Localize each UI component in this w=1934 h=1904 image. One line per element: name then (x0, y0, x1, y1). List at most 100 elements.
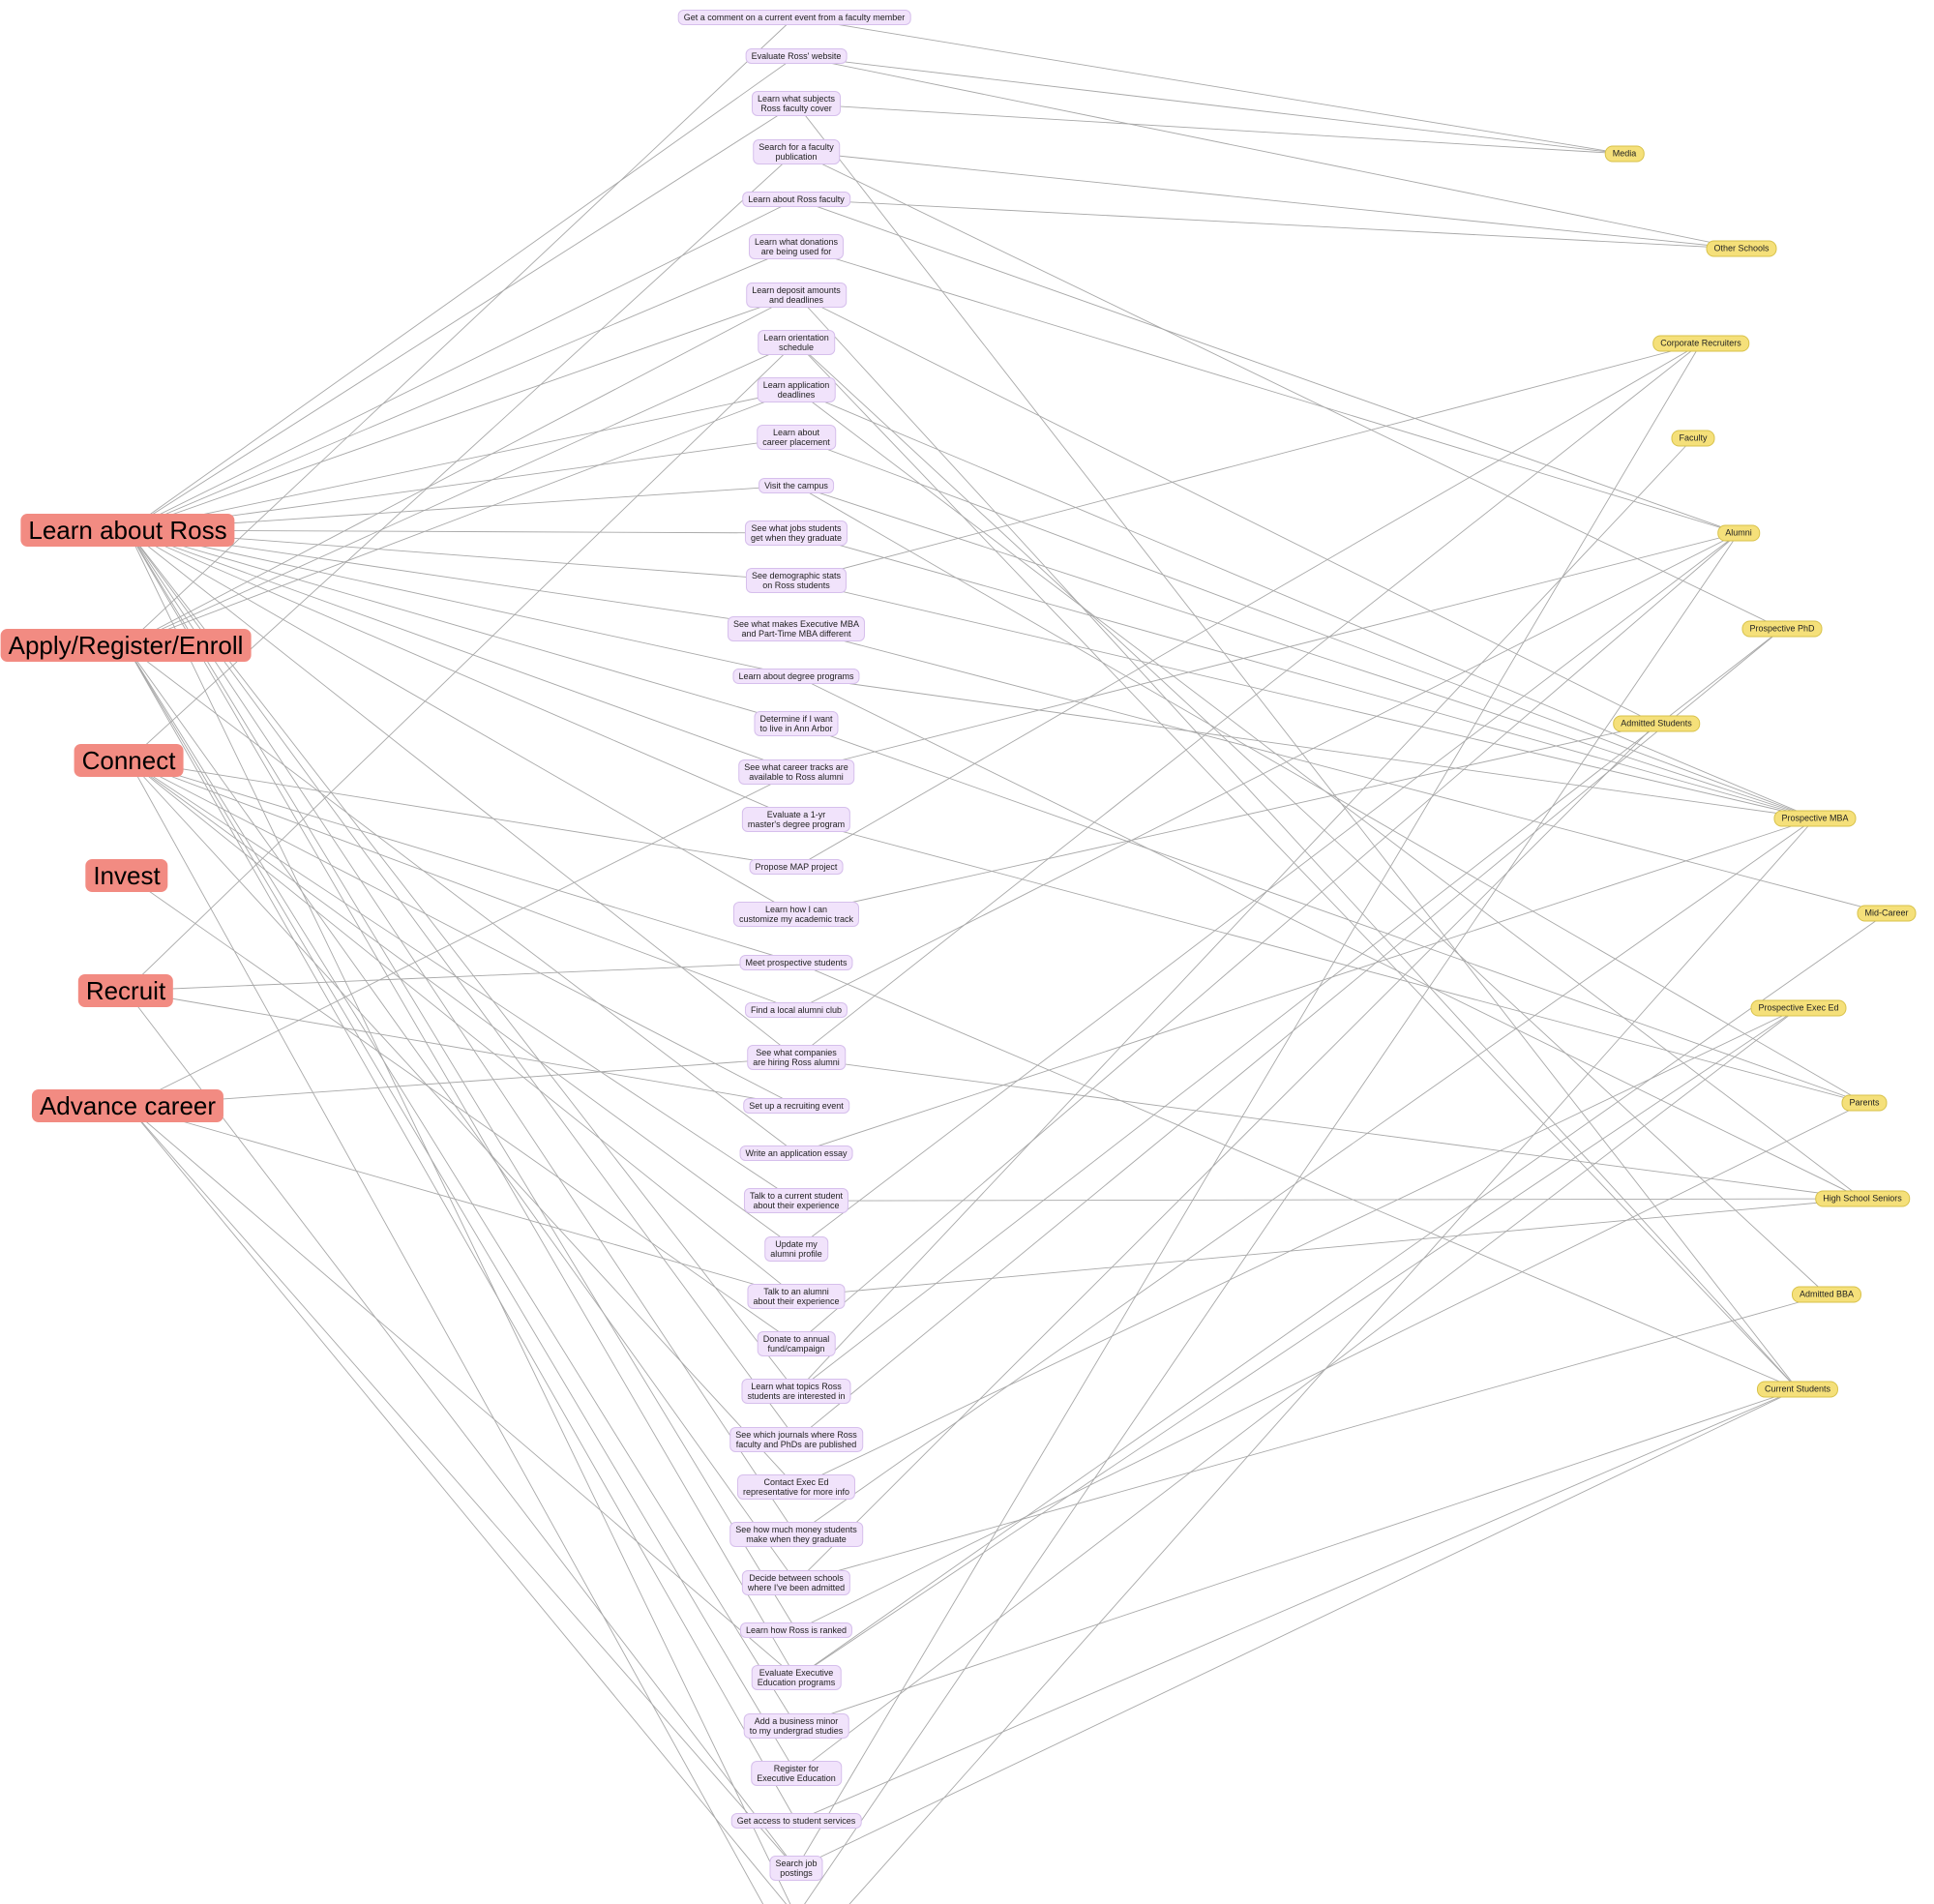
task-label-line: are hiring Ross alumni (753, 1057, 840, 1068)
task-label-line: Talk to a current student (749, 1191, 844, 1202)
task-audience-edge (795, 818, 1816, 1154)
goal-task-edge (127, 55, 797, 531)
task-label-line: Learn application (762, 380, 830, 391)
task-audience-edge (848, 818, 1816, 1904)
task-label-line: Update my (775, 1238, 818, 1249)
task-audience-edge (795, 104, 1799, 1390)
task-label-line: and deadlines (768, 294, 824, 305)
task-audience-edge (795, 342, 1828, 1295)
task-node: Learn what donations are being used for (748, 234, 845, 260)
task-label-line: Search job (775, 1859, 818, 1869)
goal-task-edge (125, 962, 797, 992)
task-audience-edge (795, 1294, 1828, 1584)
task-node: See what jobs students get when they grad… (744, 521, 848, 546)
task-node: See what makes Executive MBA and Part-Tim… (727, 615, 866, 641)
task-audience-edge (795, 198, 1740, 534)
task-label-line: postings (780, 1868, 813, 1879)
task-label-line: students are interested in (747, 1391, 846, 1402)
task-label-line: on Ross students (762, 580, 830, 591)
task-audience-edge (795, 1388, 1799, 1869)
goal-task-edge (127, 529, 797, 725)
goal-task-edge (127, 485, 797, 531)
task-label-line: See what companies (756, 1048, 837, 1058)
task-node: Visit the campus (759, 477, 834, 493)
goal-task-edge (125, 294, 797, 646)
task-audience-edge (795, 103, 1625, 155)
task-label-line: are being used for (760, 247, 832, 257)
task-audience-edge (795, 55, 1742, 250)
task-audience-edge (795, 55, 1625, 155)
audience-node-parents: Parents (1841, 1094, 1888, 1112)
task-label-line: representative for more info (742, 1487, 850, 1497)
task-audience-edge (795, 532, 1740, 1345)
goal-task-edge (127, 529, 797, 1535)
task-audience-edge (795, 818, 1865, 1104)
task-label-line: See how much money students (735, 1525, 857, 1535)
goal-task-edge (125, 990, 797, 1107)
task-audience-edge (795, 818, 1816, 1535)
goal-task-edge (127, 529, 797, 1631)
goal-task-edge (125, 389, 797, 646)
task-label-line: Visit the campus (764, 480, 828, 491)
task-node: Contact Exec Ed representative for more i… (736, 1474, 856, 1500)
goal-task-edge (127, 529, 797, 677)
audience-node-hs: High School Seniors (1815, 1190, 1910, 1207)
goal-task-edge (125, 644, 797, 1726)
goal-task-edge (127, 1056, 797, 1107)
goal-node-recruit: Recruit (77, 974, 174, 1007)
task-label-line: Decide between schools (749, 1572, 844, 1583)
task-audience-edge (795, 389, 1816, 819)
task-node: See which journals where Ross faculty and… (729, 1426, 863, 1452)
goal-task-edge (127, 771, 797, 1107)
goal-task-edge (127, 529, 797, 772)
goal-node-advance: Advance career (31, 1089, 224, 1122)
task-label-line: career placement (762, 437, 830, 448)
task-label-line: Learn about (772, 428, 820, 438)
task-audience-edge (795, 342, 1702, 1058)
goal-task-edge (127, 246, 797, 531)
task-label-line: Evaluate Executive (759, 1668, 834, 1679)
task-audience-edge (795, 294, 1799, 1390)
task-label-line: get when they graduate (750, 533, 843, 543)
task-node: Register for Executive Education (751, 1760, 842, 1786)
task-node: Learn how I can customize my academic tra… (732, 902, 860, 928)
task-audience-edge (795, 628, 1783, 1441)
task-node: Learn deposit amounts and deadlines (746, 282, 847, 308)
goal-task-edge (128, 759, 797, 1202)
task-label-line: Learn deposit amounts (752, 284, 841, 295)
goal-task-edge (125, 342, 797, 646)
task-node: Add a business minor to my undergrad stud… (743, 1712, 849, 1739)
task-audience-edge (795, 1388, 1799, 1726)
goal-task-edge (126, 875, 797, 1345)
task-node: Learn about career placement (757, 425, 836, 451)
task-audience-edge (795, 532, 1740, 1011)
goal-task-edge (127, 1105, 797, 1297)
goal-node-apply: Apply/Register/Enroll (0, 629, 252, 662)
task-label-line: Find a local alumni club (750, 1005, 843, 1015)
task-audience-edge (795, 342, 1702, 581)
task-audience-edge (804, 532, 1740, 1904)
task-node: Write an application essay (739, 1145, 853, 1161)
task-node: Learn orientation schedule (758, 329, 835, 355)
task-label-line: Learn about Ross faculty (748, 193, 845, 204)
task-audience-edge (795, 912, 1888, 1679)
task-node: Search for a faculty publication (753, 138, 840, 164)
task-audience-edge (795, 485, 1865, 1104)
task-label-line: Executive Education (757, 1772, 836, 1783)
task-node: Talk to a current student about their exp… (743, 1188, 849, 1214)
task-audience-edge (795, 151, 1742, 250)
task-node: Evaluate Ross' website (745, 48, 848, 64)
task-label-line: Propose MAP project (755, 862, 838, 873)
goal-task-edge (127, 529, 797, 820)
goal-task-edge (128, 759, 764, 1904)
task-node: Set up a recruiting event (743, 1097, 849, 1114)
task-audience-edge (795, 675, 1816, 819)
audience-node-mba: Prospective MBA (1773, 810, 1857, 827)
task-label-line: Learn how I can (764, 905, 828, 915)
goal-task-edge (128, 151, 797, 761)
goal-task-edge (127, 294, 797, 531)
task-label-line: See what makes Executive MBA (732, 618, 860, 629)
task-audience-edge (795, 1007, 1800, 1774)
